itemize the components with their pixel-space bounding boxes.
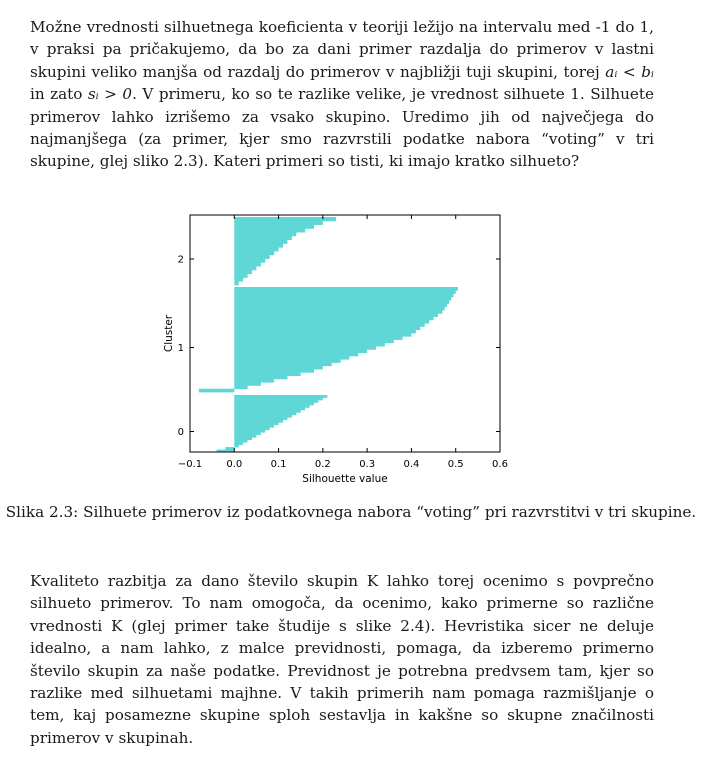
silhouette-bar bbox=[234, 293, 454, 298]
silhouette-bar bbox=[234, 266, 257, 271]
x-tick-label: 0.5 bbox=[448, 459, 464, 470]
silhouette-bar bbox=[234, 352, 359, 357]
silhouette-bar bbox=[234, 407, 306, 411]
silhouette-bar bbox=[234, 303, 447, 308]
silhouette-bar bbox=[234, 269, 252, 275]
silhouette-bar bbox=[234, 329, 416, 334]
silhouette-bar bbox=[234, 326, 421, 331]
silhouette-bar bbox=[234, 258, 266, 263]
silhouette-bar bbox=[234, 439, 248, 443]
silhouette-bar bbox=[234, 419, 283, 423]
silhouette-bar bbox=[234, 346, 376, 350]
silhouette-bar bbox=[234, 277, 244, 282]
y-tick-label: 2 bbox=[178, 255, 184, 266]
silhouette-bar bbox=[234, 349, 368, 354]
silhouette-bar bbox=[234, 262, 261, 267]
x-tick-label: 0.4 bbox=[403, 459, 419, 470]
silhouette-bar bbox=[234, 332, 412, 337]
silhouette-bar bbox=[234, 243, 283, 248]
silhouette-bar bbox=[234, 427, 270, 431]
silhouette-bar bbox=[234, 251, 275, 256]
silhouette-bar bbox=[234, 378, 275, 383]
silhouette-bar bbox=[234, 434, 257, 438]
figure-caption: Slika 2.3: Silhuete primerov iz podatkov… bbox=[5, 503, 697, 521]
intro-text-2: in zato bbox=[30, 85, 88, 104]
y-tick-label: 1 bbox=[178, 343, 184, 354]
y-tick-label: 0 bbox=[178, 427, 184, 438]
silhouette-bar bbox=[234, 444, 239, 448]
silhouette-bar bbox=[225, 447, 235, 450]
silhouette-bar bbox=[234, 369, 314, 373]
silhouette-bar bbox=[234, 228, 306, 233]
silhouette-bar bbox=[234, 399, 319, 403]
silhouette-bar bbox=[234, 232, 297, 237]
x-tick-label: 0.0 bbox=[226, 459, 242, 470]
silhouette-bar bbox=[198, 388, 235, 393]
intro-text-1: Možne vrednosti silhuetnega koeficienta … bbox=[30, 18, 654, 81]
silhouette-bar bbox=[234, 414, 292, 418]
silhouette-bar bbox=[234, 273, 248, 278]
silhouette-bar bbox=[234, 306, 445, 311]
silhouette-bar bbox=[216, 449, 235, 453]
silhouette-bar bbox=[234, 424, 275, 428]
silhouette-bar bbox=[234, 382, 261, 386]
silhouette-bar bbox=[234, 402, 314, 406]
silhouette-bar bbox=[234, 385, 248, 390]
silhouette-bar bbox=[234, 432, 261, 436]
body-paragraph: Kvaliteto razbitja za dano število skupi… bbox=[30, 572, 654, 747]
intro-text-3: . V primeru, ko so te razlike velike, je… bbox=[30, 85, 654, 171]
silhouette-bar bbox=[234, 287, 458, 291]
x-axis-label: Silhouette value bbox=[302, 473, 387, 485]
x-tick-label: 0.2 bbox=[315, 459, 331, 470]
silhouette-bar bbox=[234, 442, 244, 445]
silhouette-bar bbox=[234, 417, 288, 421]
silhouette-bar bbox=[234, 224, 314, 229]
silhouette-bar bbox=[234, 397, 323, 401]
silhouette-bar bbox=[234, 422, 279, 426]
silhouette-bar bbox=[234, 372, 301, 376]
x-tick-label: 0.1 bbox=[271, 459, 287, 470]
silhouette-bar bbox=[234, 359, 341, 363]
x-tick-label: 0.6 bbox=[492, 459, 508, 470]
silhouette-bar bbox=[234, 375, 288, 380]
intro-paragraph: Možne vrednosti silhuetnega koeficienta … bbox=[30, 16, 654, 173]
silhouette-bar bbox=[234, 365, 323, 370]
silhouette-bar bbox=[234, 323, 425, 327]
silhouette-bar bbox=[234, 217, 337, 222]
silhouette-bar bbox=[234, 281, 239, 286]
silhouette-bar bbox=[234, 247, 279, 252]
x-tick-label: −0.1 bbox=[178, 459, 202, 470]
silhouette-bar bbox=[234, 355, 350, 360]
silhouette-bar bbox=[234, 437, 252, 441]
silhouette-bar bbox=[234, 235, 292, 241]
silhouette-bar bbox=[234, 290, 456, 294]
silhouette-bar bbox=[234, 313, 438, 317]
silhouette-bar bbox=[234, 319, 430, 324]
silhouette-chart: −0.1 0.0 0.1 0.2 0.3 0.4 0.5 0.6 0 1 2 Silhouette v… bbox=[163, 214, 508, 485]
silhouette-bar bbox=[234, 339, 394, 344]
silhouette-bar bbox=[234, 336, 403, 340]
silhouette-bar bbox=[234, 404, 310, 408]
silhouette-bar bbox=[234, 342, 385, 347]
plot-frame bbox=[189, 214, 501, 453]
x-tick-label: 0.3 bbox=[359, 459, 375, 470]
silhouette-bar bbox=[234, 429, 266, 433]
silhouette-bar bbox=[234, 395, 328, 398]
silhouette-bar bbox=[234, 309, 443, 314]
silhouette-bar bbox=[234, 300, 450, 304]
silhouette-bar bbox=[234, 239, 288, 244]
silhouette-bar bbox=[234, 220, 323, 225]
silhouette-bar bbox=[234, 316, 434, 321]
silhouette-bar bbox=[234, 412, 297, 416]
silhouette-figure: −0.1 0.0 0.1 0.2 0.3 0.4 0.5 0.6 0 1 2 Silhouette v… bbox=[150, 205, 530, 495]
silhouette-bar bbox=[234, 254, 270, 259]
silhouette-bar bbox=[234, 362, 332, 367]
silhouette-bar bbox=[234, 409, 301, 413]
inequality-a-b: aᵢ < bᵢ bbox=[605, 62, 654, 81]
silhouette-bar bbox=[234, 296, 452, 301]
inequality-s: sᵢ > 0 bbox=[87, 85, 133, 104]
y-axis-label: Cluster bbox=[163, 314, 175, 352]
